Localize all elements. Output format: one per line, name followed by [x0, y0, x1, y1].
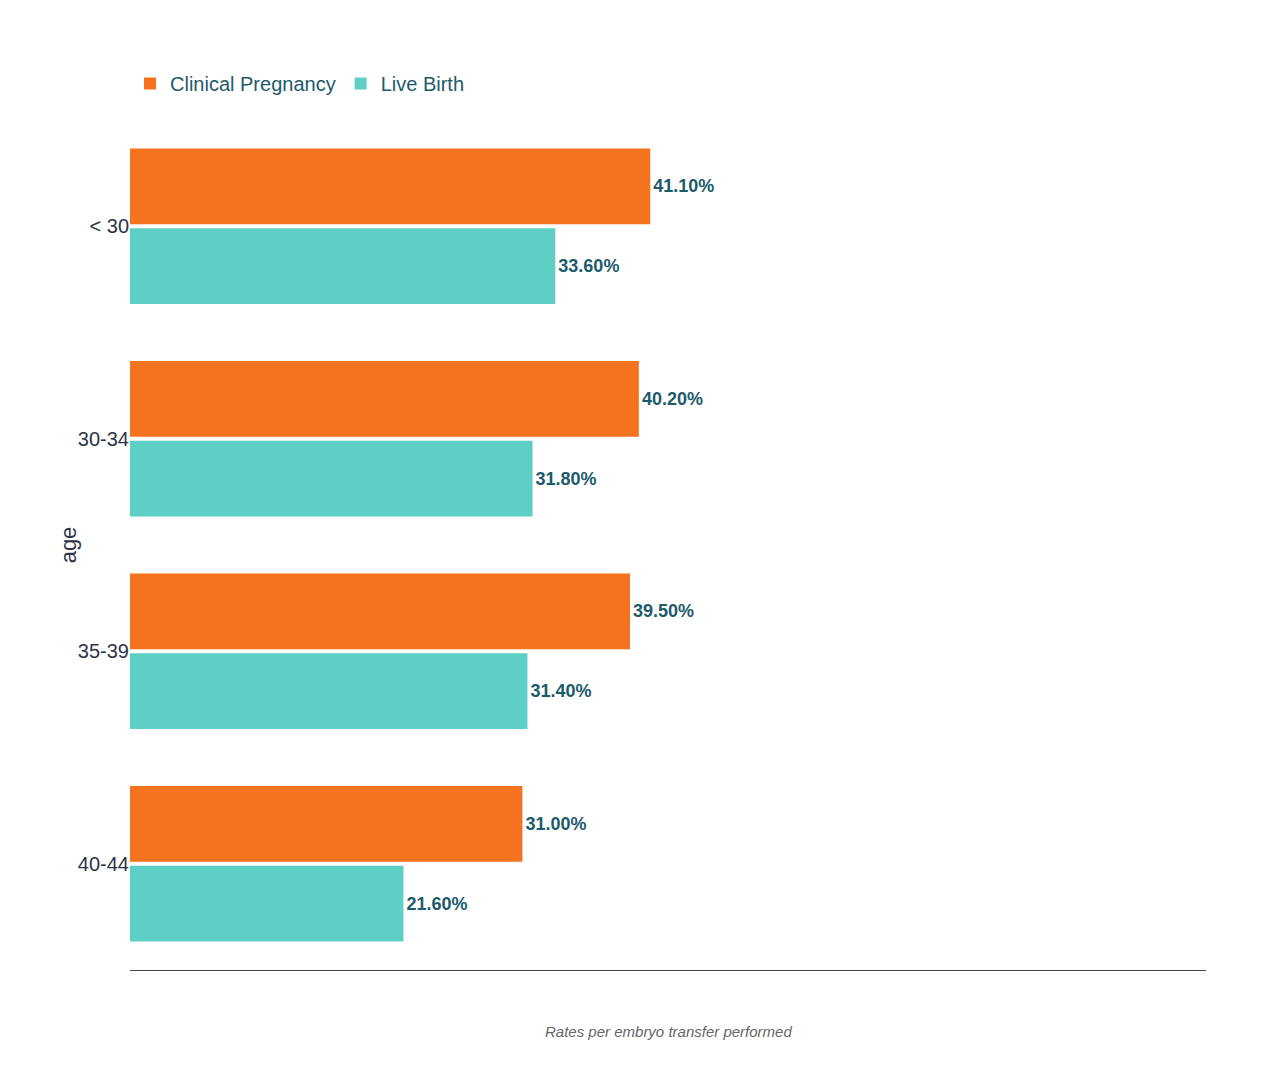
svg-text:Rates per embryo transfer perf: Rates per embryo transfer performed [545, 1023, 792, 1040]
svg-text:41.10%: 41.10% [653, 176, 714, 196]
svg-text:33.60%: 33.60% [558, 256, 619, 276]
svg-text:40.20%: 40.20% [642, 389, 703, 409]
svg-text:39.50%: 39.50% [633, 601, 694, 621]
svg-text:age: age [56, 527, 81, 564]
svg-text:Live Birth: Live Birth [381, 73, 464, 95]
svg-text:30-34: 30-34 [78, 428, 129, 450]
svg-text:31.40%: 31.40% [530, 681, 591, 701]
svg-text:40-44: 40-44 [78, 853, 129, 875]
svg-text:Clinical Pregnancy: Clinical Pregnancy [170, 73, 336, 95]
svg-text:21.60%: 21.60% [406, 894, 467, 914]
svg-text:31.80%: 31.80% [536, 469, 597, 489]
svg-text:35-39: 35-39 [78, 640, 129, 662]
svg-text:< 30: < 30 [90, 215, 129, 237]
svg-text:31.00%: 31.00% [525, 814, 586, 834]
